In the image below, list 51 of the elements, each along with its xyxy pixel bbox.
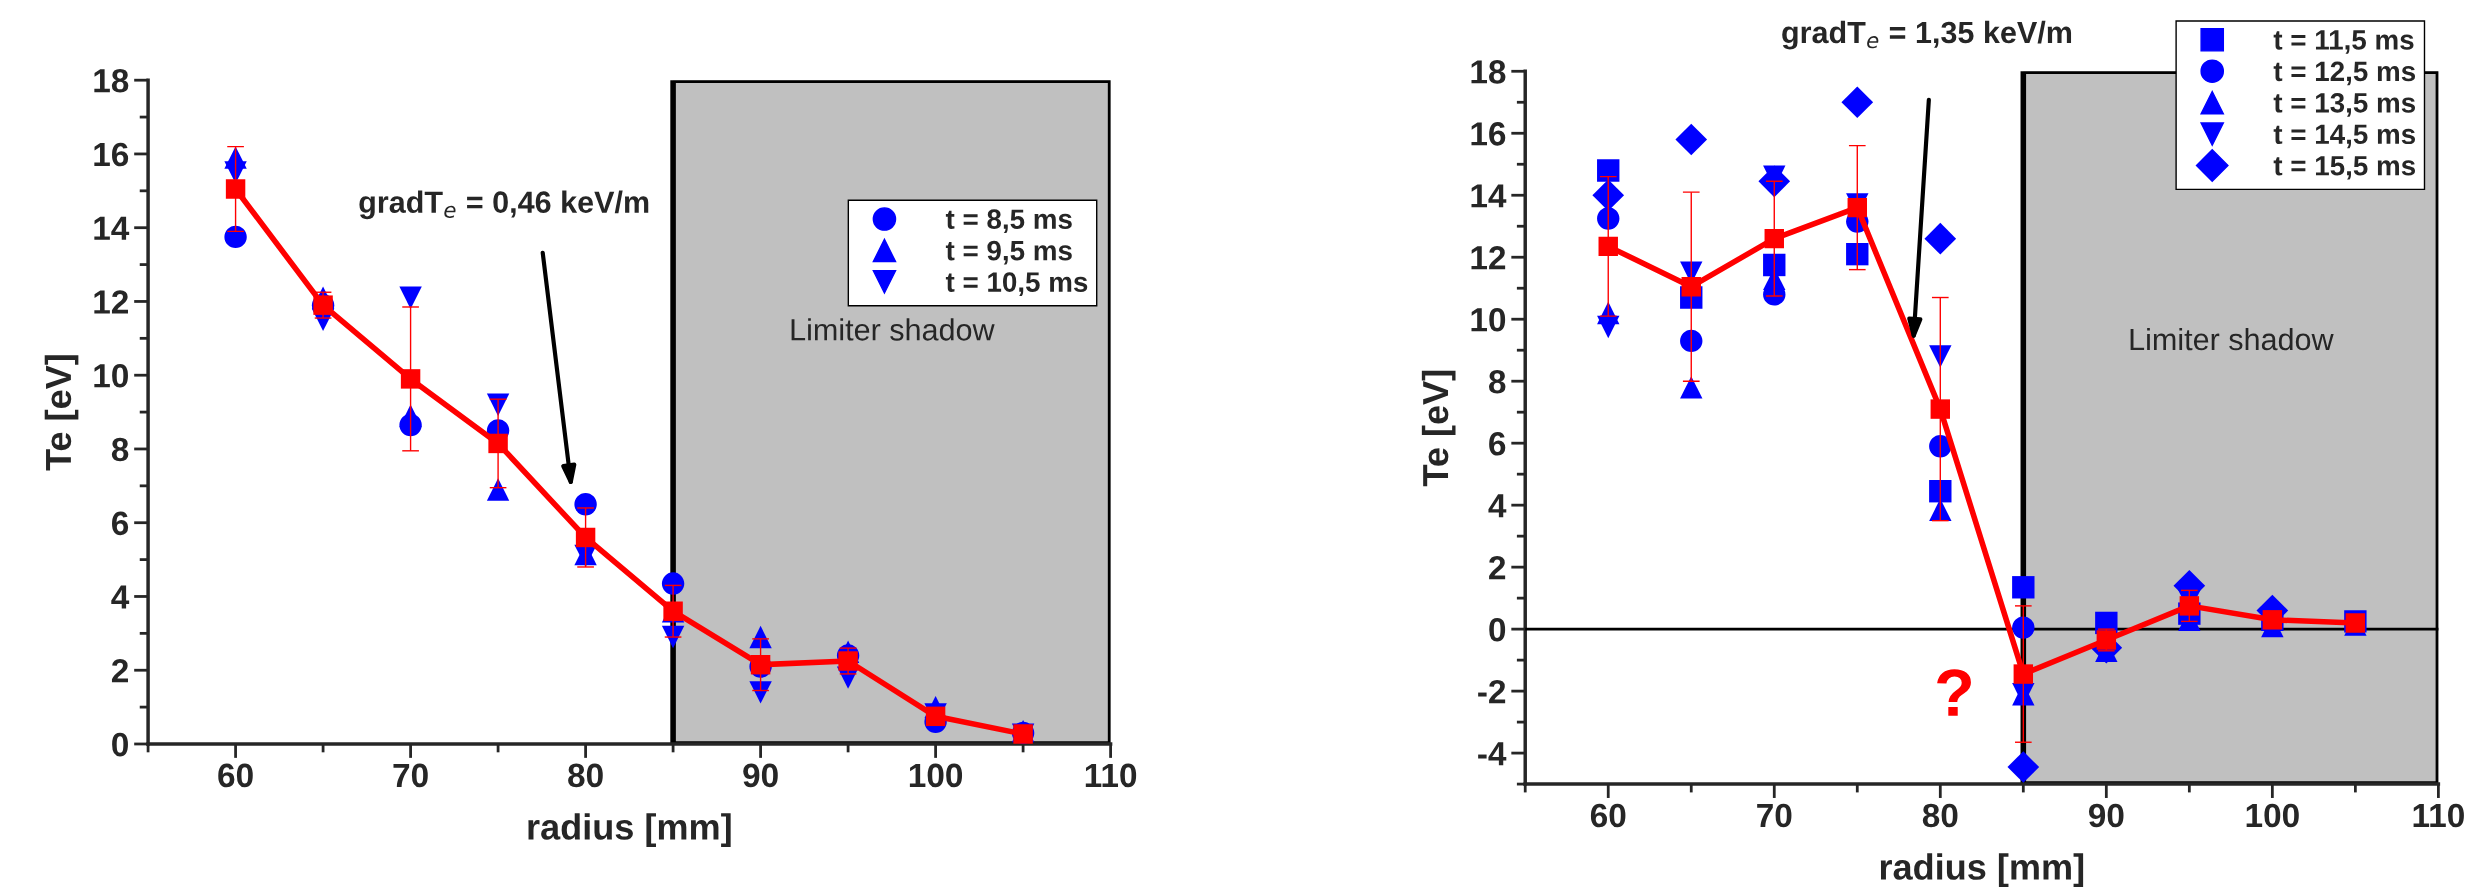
x-tick-label: 80 [568, 763, 603, 788]
y-tick-label: 8 [1488, 370, 1506, 394]
y-tick-label: 12 [1471, 246, 1506, 270]
y-axis-title: Te [eV] [1421, 370, 1456, 487]
y-tick-label: 18 [94, 68, 129, 93]
y-tick-label: 4 [111, 585, 130, 609]
y-tick-label: 14 [1471, 184, 1507, 208]
x-tick-label: 60 [1590, 803, 1626, 828]
x-tick-label: 90 [2088, 803, 2124, 828]
x-tick-label: 100 [909, 763, 963, 788]
x-tick-label: 90 [743, 763, 778, 788]
band-label: Limiter shadow [791, 318, 995, 341]
band-label: Limiter shadow [2130, 327, 2334, 351]
y-tick-label: 0 [112, 732, 128, 757]
x-tick-label: 110 [2413, 803, 2464, 828]
y-tick-label: 6 [1489, 431, 1506, 456]
x-tick-label: 110 [1085, 763, 1137, 788]
legend-label: t = 15,5 ms [2273, 156, 2416, 180]
y-tick-label: -4 [1478, 742, 1507, 766]
legend-label: t = 12,5 ms [2273, 61, 2416, 86]
y-tick-label: 18 [1471, 60, 1506, 84]
x-tick-label: 60 [218, 763, 253, 788]
y-tick-label: -2 [1478, 679, 1506, 704]
legend-label: t = 11,5 ms [2273, 30, 2414, 54]
x-tick-label: 70 [1757, 803, 1792, 828]
x-tick-label: 100 [2246, 803, 2299, 828]
legend-label: t = 9,5 ms [945, 240, 1072, 265]
text: gradT$_{e}$ = 1,35 keV/m [1782, 20, 2072, 50]
legend-label: t = 14,5 ms [2273, 124, 2416, 149]
y-tick-label: 16 [1471, 122, 1506, 146]
x-tick-label: 80 [1922, 803, 1958, 828]
x-axis-title: radius [mm] [1880, 853, 2084, 888]
legend-label: t = 10,5 ms [945, 272, 1088, 296]
y-tick-label: 6 [112, 511, 129, 536]
y-tick-label: 14 [94, 216, 130, 240]
x-axis-title: radius [mm] [528, 813, 731, 847]
annotation: ? [1937, 669, 1971, 716]
y-tick-label: 12 [94, 290, 128, 314]
y-tick-label: 4 [1488, 494, 1507, 518]
y-tick-label: 8 [111, 437, 129, 462]
y-tick-label: 10 [94, 364, 128, 388]
annotation: gradT$_{e}$ = 0,46 keV/m [359, 190, 649, 220]
y-tick-label: 10 [1471, 308, 1506, 332]
y-tick-label: 2 [111, 659, 128, 683]
y-tick-label: 16 [94, 142, 129, 167]
legend-label: t = 13,5 ms [2273, 92, 2416, 117]
legend-label: t = 8,5 ms [945, 209, 1072, 234]
y-tick-label: 0 [1489, 617, 1506, 642]
y-axis-title: Te [eV] [44, 355, 79, 471]
y-tick-label: 2 [1489, 555, 1506, 580]
x-tick-label: 70 [393, 763, 428, 788]
